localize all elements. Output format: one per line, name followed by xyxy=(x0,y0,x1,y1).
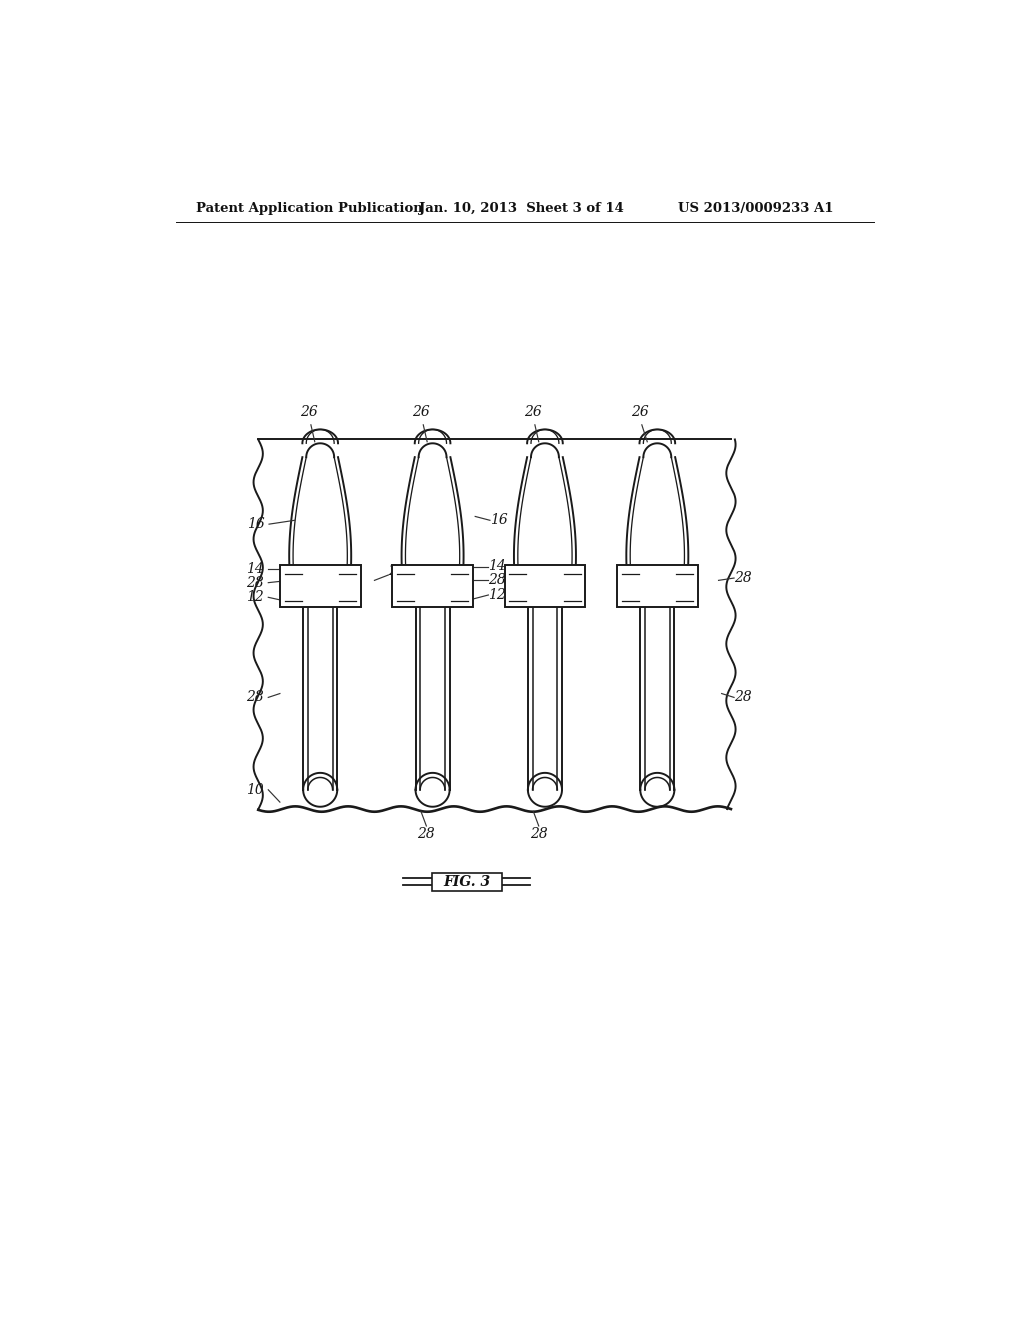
Text: 28: 28 xyxy=(246,690,263,705)
Text: 26: 26 xyxy=(523,405,542,418)
Text: Jan. 10, 2013  Sheet 3 of 14: Jan. 10, 2013 Sheet 3 of 14 xyxy=(419,202,624,215)
Text: 28: 28 xyxy=(388,564,407,578)
Bar xyxy=(280,565,360,607)
Bar xyxy=(432,873,502,891)
Text: US 2013/0009233 A1: US 2013/0009233 A1 xyxy=(678,202,834,215)
Text: 14: 14 xyxy=(246,562,263,576)
Text: 28: 28 xyxy=(529,828,548,841)
Bar xyxy=(617,565,697,607)
Text: 28: 28 xyxy=(734,572,752,585)
Text: 28: 28 xyxy=(488,573,506,587)
Text: Patent Application Publication: Patent Application Publication xyxy=(197,202,423,215)
Text: 26: 26 xyxy=(300,405,317,418)
Text: 12: 12 xyxy=(246,590,263,605)
Text: 28: 28 xyxy=(246,576,263,590)
Text: 26: 26 xyxy=(412,405,430,418)
Bar xyxy=(392,565,473,607)
Text: 26: 26 xyxy=(631,405,648,418)
Text: 10: 10 xyxy=(246,783,263,797)
Text: 14: 14 xyxy=(488,560,506,573)
Text: 28: 28 xyxy=(734,690,752,705)
Text: FIG. 3: FIG. 3 xyxy=(443,875,490,890)
Bar xyxy=(505,565,586,607)
Text: 16: 16 xyxy=(247,517,264,531)
Text: 12: 12 xyxy=(488,587,506,602)
Text: 28: 28 xyxy=(418,828,435,841)
Text: 16: 16 xyxy=(489,513,508,527)
